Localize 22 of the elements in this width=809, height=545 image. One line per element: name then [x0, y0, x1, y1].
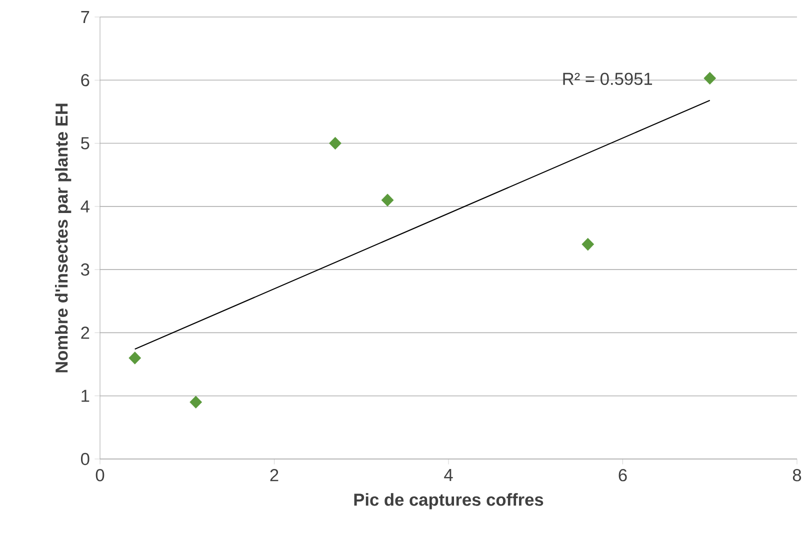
x-tick-label: 0: [96, 469, 104, 482]
x-tick-label: 2: [270, 469, 278, 482]
point: [128, 352, 141, 364]
y-tick-label: 4: [80, 200, 90, 212]
point: [329, 137, 342, 150]
point: [704, 72, 716, 85]
point: [190, 396, 202, 408]
y-tick-label: 6: [81, 74, 90, 86]
x-tick-label: 4: [444, 469, 453, 481]
y-axis-title: Nombre d'insectes par plante EH: [55, 104, 72, 372]
annotation: R² = 0.5951: [563, 72, 652, 86]
y-tick-label: 2: [81, 326, 90, 339]
x-tick-label: 6: [618, 469, 627, 482]
y-tick-label: 5: [81, 137, 90, 150]
point: [582, 238, 594, 251]
point: [381, 194, 394, 206]
y-tick-label: 7: [81, 11, 90, 23]
x-tick-label: 8: [792, 469, 802, 482]
y-tick-label: 0: [80, 452, 90, 466]
y-tick-label: 3: [80, 263, 90, 276]
x-axis-title: Pic de captures coffres: [354, 493, 544, 510]
y-tick-label: 1: [82, 390, 90, 402]
